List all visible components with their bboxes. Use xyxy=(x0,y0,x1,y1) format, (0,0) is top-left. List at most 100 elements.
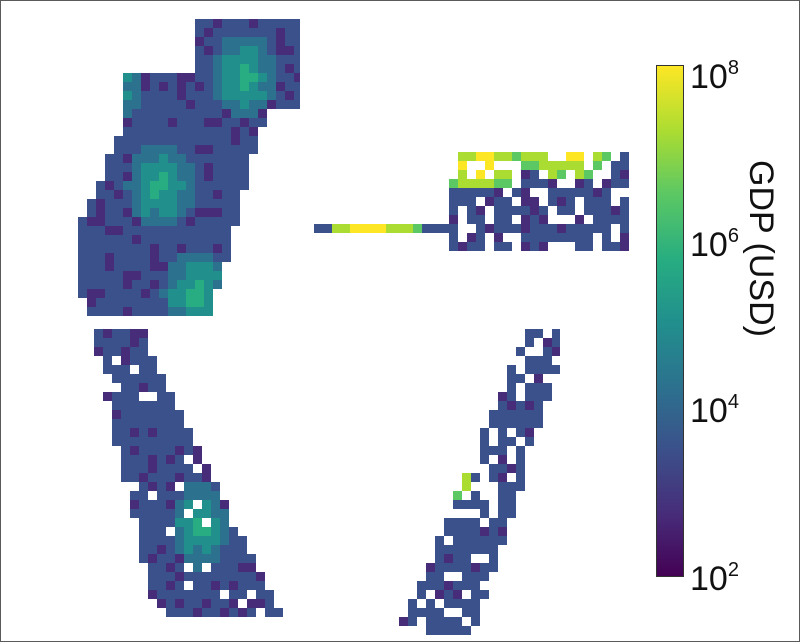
gdp-cell xyxy=(408,599,417,608)
gdp-cell xyxy=(489,527,498,536)
gdp-cell xyxy=(240,118,249,127)
gdp-cell xyxy=(249,118,258,127)
gdp-cell xyxy=(620,224,629,233)
gdp-cell xyxy=(238,581,247,590)
gdp-cell xyxy=(114,262,123,271)
gdp-cell xyxy=(557,197,566,206)
gdp-cell xyxy=(267,19,276,28)
gdp-cell xyxy=(139,500,148,509)
gdp-cell xyxy=(204,100,213,109)
gdp-cell xyxy=(175,428,184,437)
gdp-cell xyxy=(139,527,148,536)
gdp-cell xyxy=(462,545,471,554)
gdp-cell xyxy=(213,100,222,109)
gdp-cell xyxy=(96,271,105,280)
gdp-cell xyxy=(471,518,480,527)
gdp-cell xyxy=(166,509,175,518)
gdp-cell xyxy=(139,536,148,545)
gdp-cell xyxy=(123,127,132,136)
gdp-cell xyxy=(575,242,584,251)
gdp-cell xyxy=(166,491,175,500)
gdp-cell xyxy=(177,280,186,289)
gdp-cell xyxy=(150,280,159,289)
gdp-cell xyxy=(186,181,195,190)
gdp-cell xyxy=(265,599,274,608)
gdp-cell xyxy=(132,91,141,100)
gdp-cell xyxy=(449,188,458,197)
gdp-cell xyxy=(166,590,175,599)
gdp-cell xyxy=(121,329,130,338)
gdp-cell xyxy=(168,262,177,271)
gdp-cell xyxy=(157,563,166,572)
gdp-cell xyxy=(498,509,507,518)
map-panel-bottom-right xyxy=(399,329,560,635)
gdp-cell xyxy=(498,491,507,500)
gdp-cell xyxy=(148,410,157,419)
gdp-cell xyxy=(494,170,503,179)
gdp-cell xyxy=(503,170,512,179)
gdp-cell xyxy=(139,446,148,455)
gdp-cell xyxy=(453,590,462,599)
gdp-cell xyxy=(193,509,202,518)
gdp-cell xyxy=(202,545,211,554)
gdp-cell xyxy=(220,509,229,518)
gdp-cell xyxy=(184,491,193,500)
gdp-cell xyxy=(584,197,593,206)
gdp-cell xyxy=(498,446,507,455)
gdp-cell xyxy=(195,217,204,226)
gdp-cell xyxy=(186,127,195,136)
gdp-cell xyxy=(195,235,204,244)
gdp-cell xyxy=(211,554,220,563)
gdp-cell xyxy=(157,428,166,437)
gdp-cell xyxy=(229,563,238,572)
gdp-cell xyxy=(220,527,229,536)
gdp-cell xyxy=(177,73,186,82)
gdp-cell xyxy=(141,136,150,145)
gdp-cell xyxy=(141,109,150,118)
gdp-cell xyxy=(132,100,141,109)
gdp-cell xyxy=(132,181,141,190)
gdp-cell xyxy=(453,617,462,626)
gdp-cell xyxy=(148,527,157,536)
gdp-cell xyxy=(177,154,186,163)
gdp-cell xyxy=(150,199,159,208)
gdp-cell xyxy=(195,37,204,46)
gdp-cell xyxy=(166,473,175,482)
gdp-cell xyxy=(114,163,123,172)
gdp-cell xyxy=(267,64,276,73)
gdp-cell xyxy=(458,179,467,188)
gdp-cell xyxy=(211,581,220,590)
gdp-cell xyxy=(494,224,503,233)
gdp-cell xyxy=(195,118,204,127)
gdp-cell xyxy=(186,307,195,316)
gdp-cell xyxy=(148,473,157,482)
gdp-cell xyxy=(231,46,240,55)
gdp-cell xyxy=(96,190,105,199)
gdp-cell xyxy=(453,545,462,554)
gdp-cell xyxy=(521,161,530,170)
gdp-cell xyxy=(213,37,222,46)
gdp-cell xyxy=(458,188,467,197)
gdp-cell xyxy=(177,172,186,181)
gdp-cell xyxy=(462,581,471,590)
gdp-cell xyxy=(193,518,202,527)
gdp-cell xyxy=(168,289,177,298)
gdp-cell xyxy=(426,599,435,608)
gdp-cell xyxy=(168,244,177,253)
gdp-cell xyxy=(96,280,105,289)
gdp-cell xyxy=(141,118,150,127)
gdp-cell xyxy=(611,206,620,215)
gdp-cell xyxy=(193,590,202,599)
gdp-cell xyxy=(96,226,105,235)
gdp-cell xyxy=(139,410,148,419)
gdp-cell xyxy=(368,224,377,233)
gdp-cell xyxy=(494,152,503,161)
gdp-cell xyxy=(105,208,114,217)
gdp-cell xyxy=(516,401,525,410)
gdp-cell xyxy=(211,608,220,617)
gdp-cell xyxy=(105,163,114,172)
gdp-cell xyxy=(141,262,150,271)
gdp-cell xyxy=(229,590,238,599)
gdp-cell xyxy=(157,482,166,491)
gdp-cell xyxy=(121,464,130,473)
